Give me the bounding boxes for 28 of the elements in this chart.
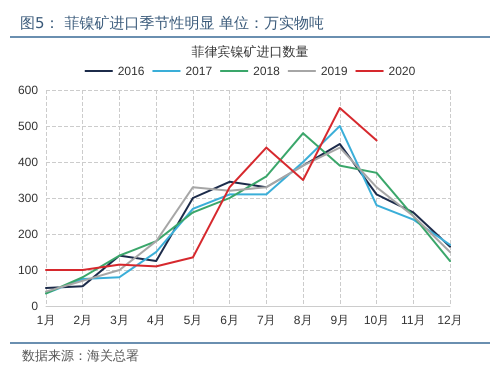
x-tick-label: 11月 xyxy=(401,313,426,327)
y-tick-label: 0 xyxy=(31,299,38,313)
legend-label: 2017 xyxy=(185,64,212,78)
chart-title: 图5： 菲镍矿进口季节性明显 单位：万实物吨 xyxy=(10,8,490,38)
x-tick-label: 3月 xyxy=(110,313,129,327)
y-tick-label: 600 xyxy=(18,83,38,97)
y-tick-label: 400 xyxy=(18,155,38,169)
chart-subtitle: 菲律宾镍矿进口数量 xyxy=(192,44,308,59)
x-tick-label: 12月 xyxy=(437,313,463,327)
legend-label: 2020 xyxy=(388,64,416,78)
x-tick-label: 9月 xyxy=(330,313,350,327)
y-tick-label: 100 xyxy=(18,263,38,277)
line-series xyxy=(45,107,378,271)
x-tick-label: 10月 xyxy=(364,313,390,327)
x-tick-label: 6月 xyxy=(220,313,239,327)
source-note: 数据来源：海关总署 xyxy=(10,342,490,370)
x-tick-label: 7月 xyxy=(257,313,276,327)
x-tick-label: 4月 xyxy=(146,313,166,327)
x-tick-label: 8月 xyxy=(294,313,312,327)
x-tick-label: 1月 xyxy=(36,313,56,327)
y-tick-label: 200 xyxy=(18,227,38,241)
legend-label: 2018 xyxy=(253,64,280,78)
y-tick-label: 500 xyxy=(18,119,38,133)
legend-label: 2016 xyxy=(118,64,145,78)
x-tick-label: 2月 xyxy=(73,313,92,327)
legend-label: 2019 xyxy=(320,64,348,78)
x-tick-label: 5月 xyxy=(184,313,202,327)
y-tick-label: 300 xyxy=(18,191,38,205)
